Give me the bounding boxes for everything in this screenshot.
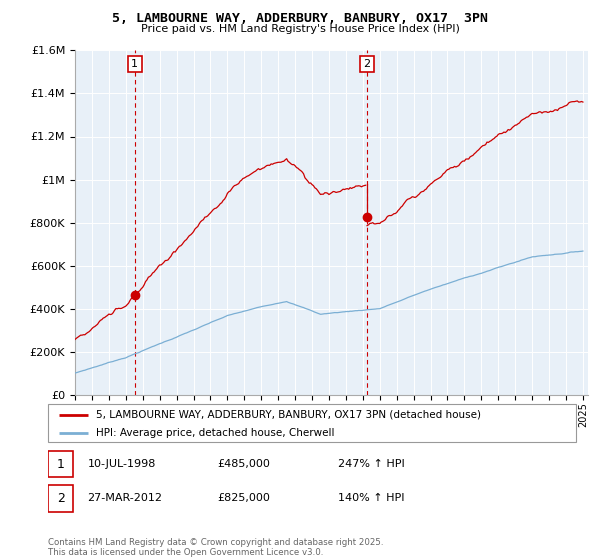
Text: £825,000: £825,000 <box>217 493 270 503</box>
Bar <box>135 50 367 395</box>
Text: 140% ↑ HPI: 140% ↑ HPI <box>338 493 405 503</box>
FancyBboxPatch shape <box>48 404 576 442</box>
FancyBboxPatch shape <box>48 485 73 512</box>
FancyBboxPatch shape <box>48 451 73 477</box>
Text: HPI: Average price, detached house, Cherwell: HPI: Average price, detached house, Cher… <box>95 428 334 438</box>
Text: 5, LAMBOURNE WAY, ADDERBURY, BANBURY, OX17  3PN: 5, LAMBOURNE WAY, ADDERBURY, BANBURY, OX… <box>112 12 488 25</box>
Text: 2: 2 <box>57 492 65 505</box>
Text: 2: 2 <box>363 59 370 69</box>
Text: Contains HM Land Registry data © Crown copyright and database right 2025.
This d: Contains HM Land Registry data © Crown c… <box>48 538 383 557</box>
Text: 1: 1 <box>131 59 138 69</box>
Text: £485,000: £485,000 <box>217 459 270 469</box>
Text: 27-MAR-2012: 27-MAR-2012 <box>88 493 163 503</box>
Text: 5, LAMBOURNE WAY, ADDERBURY, BANBURY, OX17 3PN (detached house): 5, LAMBOURNE WAY, ADDERBURY, BANBURY, OX… <box>95 409 481 419</box>
Text: Price paid vs. HM Land Registry's House Price Index (HPI): Price paid vs. HM Land Registry's House … <box>140 24 460 34</box>
Text: 247% ↑ HPI: 247% ↑ HPI <box>338 459 405 469</box>
Text: 10-JUL-1998: 10-JUL-1998 <box>88 459 156 469</box>
Text: 1: 1 <box>57 458 65 470</box>
